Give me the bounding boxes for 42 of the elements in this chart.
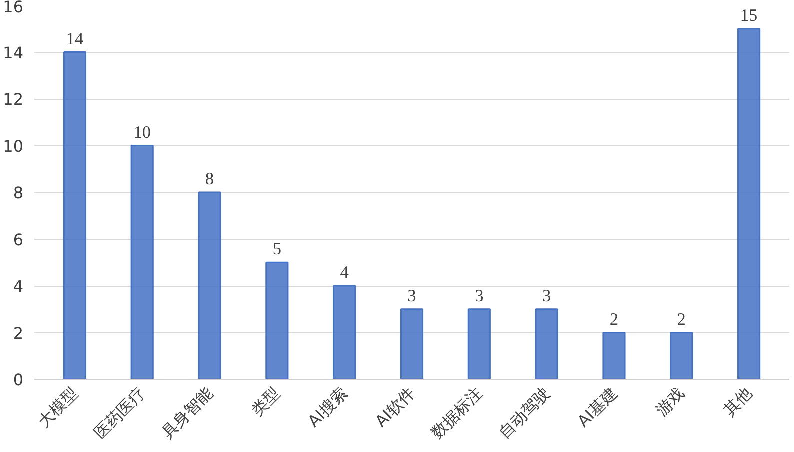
- bar: [468, 308, 491, 380]
- data-label: 3: [542, 286, 552, 306]
- y-tick-label: 0: [13, 370, 24, 390]
- x-tick-label: 其他: [720, 384, 756, 420]
- y-tick-label: 6: [13, 230, 24, 250]
- x-tick-label: AI基建: [574, 384, 621, 431]
- bar: [602, 332, 626, 380]
- y-tick-label: 8: [13, 184, 24, 202]
- x-tick-label: 游戏: [652, 384, 688, 420]
- data-label: 4: [340, 263, 350, 282]
- bar: [266, 262, 289, 380]
- bar: [333, 285, 356, 380]
- data-label: 10: [134, 122, 152, 142]
- y-tick-label: 10: [3, 136, 24, 156]
- data-label: 2: [677, 310, 686, 329]
- x-tick-label: AI搜索: [304, 384, 352, 431]
- x-tick-label: 类型: [248, 384, 284, 420]
- data-label: 5: [272, 240, 282, 259]
- data-label: 3: [475, 286, 484, 306]
- y-tick-label: 12: [3, 90, 24, 109]
- x-tick-label: AI软件: [372, 384, 419, 431]
- x-tick-label: 数据标注: [427, 384, 486, 442]
- x-tick-label: 大模型: [34, 384, 82, 432]
- data-label: 2: [610, 310, 619, 329]
- y-tick-label: 4: [13, 277, 24, 296]
- data-label: 15: [740, 6, 758, 25]
- data-label: 14: [66, 29, 84, 48]
- y-tick-label: 14: [3, 43, 24, 62]
- x-tick-label: 具身智能: [158, 384, 216, 442]
- x-tick-label: 自动驾驶: [494, 384, 554, 442]
- data-label: 8: [205, 170, 214, 188]
- bar: [198, 192, 222, 380]
- bar: [670, 332, 694, 380]
- bar: [400, 308, 424, 380]
- data-label: 3: [408, 286, 416, 306]
- x-tick-label: 医药医疗: [90, 384, 150, 442]
- bar: [130, 145, 154, 380]
- bar: [738, 28, 761, 380]
- y-tick-label: 16: [3, 0, 24, 16]
- bar: [63, 52, 86, 380]
- bar: [535, 308, 558, 380]
- y-tick-label: 2: [13, 324, 24, 343]
